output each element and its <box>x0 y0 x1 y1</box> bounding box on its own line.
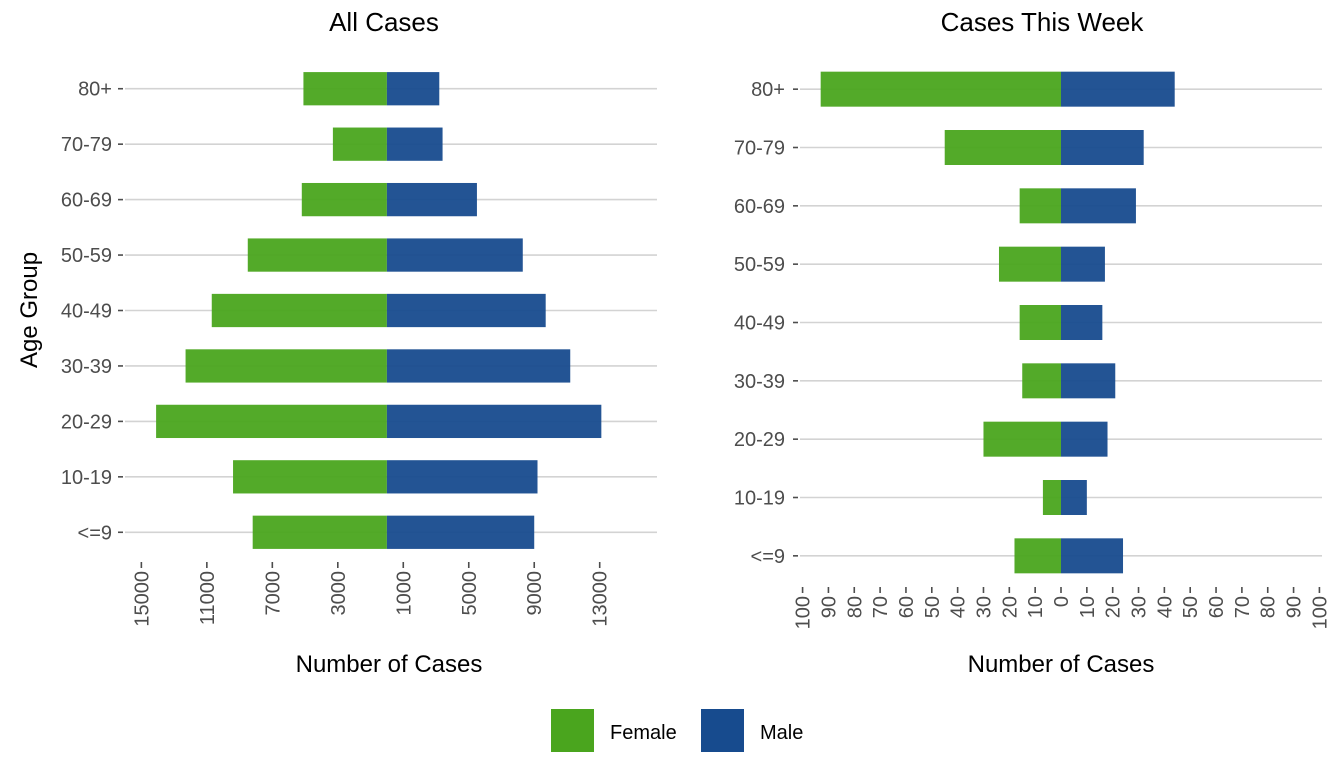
x-tick-label: 90 <box>1284 596 1306 618</box>
y-tick-label-40-49: 40-49 <box>734 313 785 335</box>
y-tick-label-le9: <=9 <box>751 546 785 568</box>
bar-female-60-69 <box>301 182 387 217</box>
bar-female-le9 <box>252 515 387 549</box>
bar-female-30-39 <box>185 349 387 383</box>
bar-female-60-69 <box>1019 188 1061 224</box>
x-tick-label: 50 <box>922 596 944 618</box>
x-tick-label: 80 <box>1258 596 1280 618</box>
bar-female-le9 <box>1014 538 1061 574</box>
legend-label-female: Female <box>610 722 677 744</box>
x-tick-label: 10 <box>1077 596 1099 618</box>
bar-female-70-79 <box>332 127 387 161</box>
bar-male-70-79 <box>1061 130 1144 165</box>
y-tick-label-70-79: 70-79 <box>61 134 112 156</box>
x-tick-label: 90 <box>818 596 840 618</box>
x-tick-label: 9000 <box>524 571 546 616</box>
panel-title: Cases This Week <box>941 7 1145 37</box>
y-tick-label-60-69: 60-69 <box>734 196 785 218</box>
legend: Female Male <box>551 709 803 752</box>
x-tick-label: 60 <box>896 596 918 618</box>
x-axis-title: Number of Cases <box>968 651 1155 678</box>
bar-male-30-39 <box>1061 363 1116 399</box>
legend-key-male <box>701 709 744 752</box>
x-tick-label: 20 <box>1103 596 1125 618</box>
bar-female-30-39 <box>1022 363 1061 399</box>
x-tick-label: 20 <box>999 596 1021 618</box>
x-tick-label: 11000 <box>197 571 219 625</box>
x-axis-title: Number of Cases <box>296 651 483 678</box>
panel-cases-this-week: Cases This Week <=9 10-19 20-29 30-39 40-49 50… <box>734 7 1332 678</box>
x-tick-label: 5000 <box>459 571 481 616</box>
x-tick-label: 3000 <box>328 571 350 616</box>
y-tick-label-20-29: 20-29 <box>61 411 112 433</box>
bar-female-40-49 <box>1019 305 1061 340</box>
bar-female-10-19 <box>1042 480 1061 515</box>
y-tick-label-80plus: 80+ <box>78 79 112 101</box>
bar-male-20-29 <box>1061 421 1108 457</box>
y-tick-label-30-39: 30-39 <box>734 371 785 393</box>
bar-male-le9 <box>386 515 535 549</box>
y-tick-label-10-19: 10-19 <box>61 467 112 489</box>
y-axis-title: Age Group <box>16 252 43 368</box>
bar-male-le9 <box>1061 538 1124 574</box>
x-tick-label: 1000 <box>393 571 415 616</box>
legend-key-female <box>551 709 594 752</box>
bar-male-70-79 <box>386 127 443 161</box>
bar-male-60-69 <box>386 182 477 217</box>
y-tick-label-80plus: 80+ <box>751 79 785 101</box>
bar-male-50-59 <box>386 238 523 272</box>
y-tick-label-50-59: 50-59 <box>734 254 785 276</box>
bar-female-20-29 <box>156 404 387 439</box>
x-tick-label: 13000 <box>590 571 612 627</box>
bar-female-50-59 <box>998 246 1061 282</box>
y-tick-label-70-79: 70-79 <box>734 138 785 160</box>
bar-male-50-59 <box>1061 246 1105 282</box>
x-tick-label: 30 <box>1129 596 1151 618</box>
y-tick-label-30-39: 30-39 <box>61 356 112 378</box>
x-tick-label: 100 <box>793 596 815 629</box>
x-tick-label: 40 <box>1154 596 1176 618</box>
bar-male-80plus <box>386 72 440 106</box>
bar-male-40-49 <box>386 293 546 328</box>
bar-male-60-69 <box>1061 188 1136 224</box>
y-tick-label-20-29: 20-29 <box>734 429 785 451</box>
y-tick-label-60-69: 60-69 <box>61 190 112 212</box>
x-tick-label: 70 <box>1232 596 1254 618</box>
x-tick-label: 70 <box>870 596 892 618</box>
bar-female-50-59 <box>247 238 387 272</box>
bar-female-10-19 <box>233 460 387 494</box>
legend-label-male: Male <box>760 722 803 744</box>
bar-female-80plus <box>303 72 387 106</box>
x-tick-label: 60 <box>1206 596 1228 618</box>
bar-male-40-49 <box>1061 305 1103 340</box>
bar-female-20-29 <box>983 421 1061 457</box>
bar-female-40-49 <box>211 293 387 328</box>
bar-male-20-29 <box>386 404 602 439</box>
panel-all-cases: All Cases <=9 10-19 20-29 30-39 40-49 50-59 60-… <box>61 7 657 678</box>
x-tick-label: 50 <box>1180 596 1202 618</box>
x-tick-label: 30 <box>973 596 995 618</box>
y-tick-label-le9: <=9 <box>78 522 112 544</box>
x-tick-label: 80 <box>844 596 866 618</box>
bar-male-10-19 <box>1061 480 1087 515</box>
bar-male-80plus <box>1061 71 1175 107</box>
y-tick-label-50-59: 50-59 <box>61 245 112 267</box>
bar-female-70-79 <box>944 130 1061 165</box>
x-tick-label: 15000 <box>131 571 153 627</box>
x-tick-label: 40 <box>948 596 970 618</box>
bar-male-10-19 <box>386 460 538 494</box>
x-tick-label: 7000 <box>262 571 284 616</box>
bar-female-80plus <box>820 71 1061 107</box>
x-tick-label: 0 <box>1051 596 1073 607</box>
y-tick-label-10-19: 10-19 <box>734 488 785 510</box>
x-tick-label: 100 <box>1309 596 1331 629</box>
y-tick-label-40-49: 40-49 <box>61 301 112 323</box>
bar-male-30-39 <box>386 349 571 383</box>
x-tick-label: 10 <box>1025 596 1047 618</box>
panel-title: All Cases <box>329 7 439 37</box>
